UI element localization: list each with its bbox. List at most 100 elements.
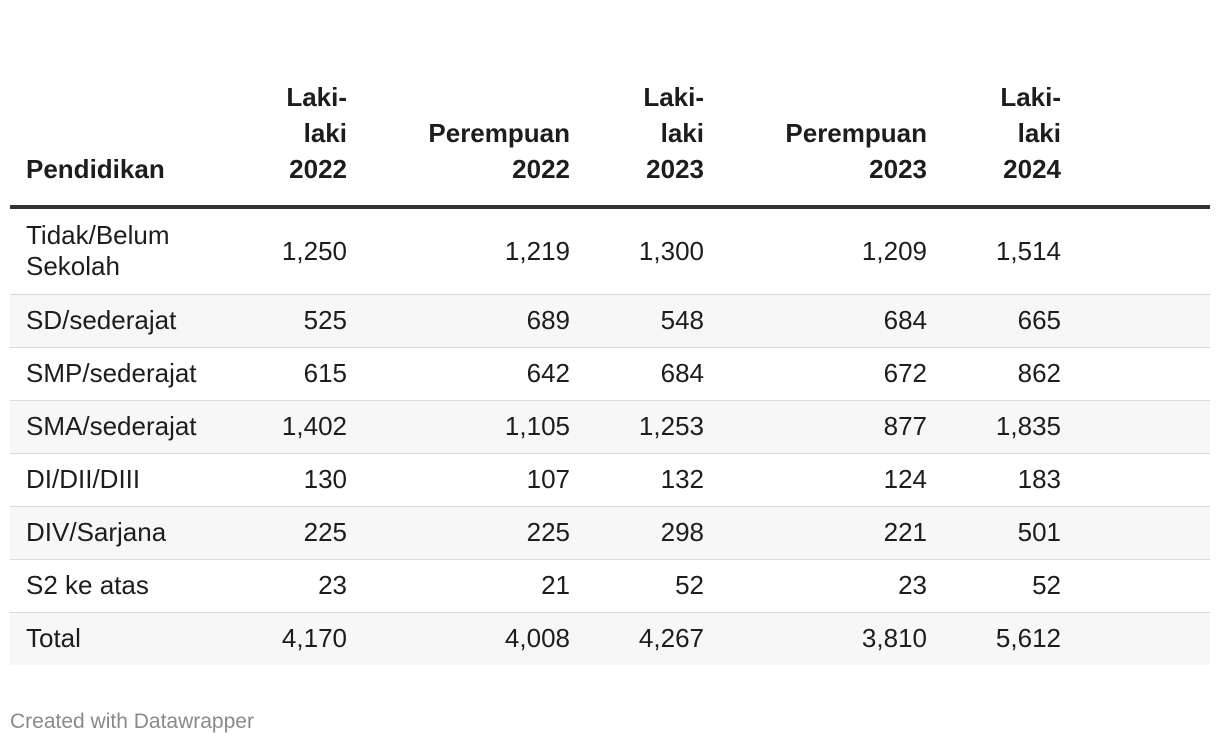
column-header-text: laki <box>303 118 347 148</box>
table-row: SMA/sederajat 1,402 1,105 1,253 877 1,835 <box>10 400 1210 454</box>
data-cell: 1,835 <box>943 400 1077 454</box>
data-cell: 4,170 <box>263 612 363 665</box>
data-cell: 1,300 <box>586 207 720 295</box>
column-header-0[interactable]: Pendidikan <box>10 0 263 209</box>
data-cell: 672 <box>720 347 943 401</box>
data-cell: 862 <box>943 347 1077 401</box>
data-cell: 4,267 <box>586 612 720 665</box>
row-label-text: S2 ke atas <box>26 570 149 600</box>
table-body: Tidak/Belum Sekolah 1,250 1,219 1,300 1,209 1,… <box>10 207 1210 665</box>
column-header-text: 2022 <box>512 154 570 184</box>
row-label: SMA/sederajat <box>10 400 263 454</box>
data-cell: 877 <box>720 400 943 454</box>
data-cell: 52 <box>943 559 1077 613</box>
data-cell <box>1077 506 1210 560</box>
data-cell: 124 <box>720 453 943 507</box>
data-cell <box>1077 612 1210 665</box>
header-row: Pendidikan Laki-laki 2022 Perempuan 2022 Laki… <box>10 0 1210 209</box>
data-cell: 107 <box>363 453 586 507</box>
column-header-text: Laki- <box>286 82 347 112</box>
column-header-3[interactable]: Laki-laki 2023 <box>586 0 720 209</box>
data-cell: 221 <box>720 506 943 560</box>
data-cell: 615 <box>263 347 363 401</box>
data-cell: 21 <box>363 559 586 613</box>
row-label: Tidak/Belum Sekolah <box>10 207 263 295</box>
column-header-1[interactable]: Laki-laki 2022 <box>263 0 363 209</box>
row-label-text: Sekolah <box>26 251 120 282</box>
column-header-text: Perempuan <box>428 118 570 148</box>
column-header-text: Peremp <box>1077 151 1210 187</box>
column-header-text: 2023 <box>869 154 927 184</box>
data-cell <box>1077 453 1210 507</box>
data-cell: 684 <box>720 294 943 348</box>
datawrapper-credit[interactable]: Created with Datawrapper <box>10 710 254 733</box>
data-cell: 5,612 <box>943 612 1077 665</box>
data-cell <box>1077 347 1210 401</box>
data-cell: 1,250 <box>263 207 363 295</box>
table-row: Total 4,170 4,008 4,267 3,810 5,612 <box>10 612 1210 665</box>
column-header-text: 2024 <box>1003 154 1061 184</box>
data-cell: 1,219 <box>363 207 586 295</box>
table-row: SMP/sederajat 615 642 684 672 862 <box>10 347 1210 401</box>
row-label-text: SD/sederajat <box>26 305 177 335</box>
table-row: S2 ke atas 23 21 52 23 52 <box>10 559 1210 613</box>
column-header-text: Laki- <box>643 82 704 112</box>
row-label-text: Tidak/Belum <box>26 220 170 251</box>
data-cell <box>1077 559 1210 613</box>
data-cell: 183 <box>943 453 1077 507</box>
data-cell: 548 <box>586 294 720 348</box>
column-header-text: laki <box>1017 118 1061 148</box>
column-header-6[interactable]: Peremp <box>1077 0 1210 209</box>
column-header-text: 2022 <box>289 154 347 184</box>
data-cell: 23 <box>263 559 363 613</box>
row-label: DI/DII/DIII <box>10 453 263 507</box>
table-row: SD/sederajat 525 689 548 684 665 <box>10 294 1210 348</box>
row-label-text: Total <box>26 623 81 654</box>
row-label: SD/sederajat <box>10 294 263 348</box>
table-row: DI/DII/DIII 130 107 132 124 183 <box>10 453 1210 507</box>
table-row: Tidak/Belum Sekolah 1,250 1,219 1,300 1,209 1,… <box>10 207 1210 295</box>
column-header-text: Perempuan <box>785 118 927 148</box>
data-cell: 642 <box>363 347 586 401</box>
data-cell: 132 <box>586 453 720 507</box>
column-header-5[interactable]: Laki-laki 2024 <box>943 0 1077 209</box>
table-header: Pendidikan Laki-laki 2022 Perempuan 2022 Laki… <box>10 0 1210 209</box>
data-cell: 1,105 <box>363 400 586 454</box>
data-cell: 684 <box>586 347 720 401</box>
data-cell: 689 <box>363 294 586 348</box>
row-label: Total <box>10 612 263 665</box>
column-header-4[interactable]: Perempuan 2023 <box>720 0 943 209</box>
data-cell: 298 <box>586 506 720 560</box>
data-cell: 225 <box>363 506 586 560</box>
data-cell: 1,514 <box>943 207 1077 295</box>
data-cell <box>1077 294 1210 348</box>
row-label-text: DIV/Sarjana <box>26 517 167 547</box>
data-cell: 1,209 <box>720 207 943 295</box>
data-cell: 1,402 <box>263 400 363 454</box>
row-label-text: SMP/sederajat <box>26 358 197 388</box>
data-cell: 23 <box>720 559 943 613</box>
table-row: DIV/Sarjana 225 225 298 221 501 <box>10 506 1210 560</box>
data-cell: 3,810 <box>720 612 943 665</box>
row-label: DIV/Sarjana <box>10 506 263 560</box>
data-cell <box>1077 400 1210 454</box>
row-label-text: SMA/sederajat <box>26 411 197 441</box>
row-label: S2 ke atas <box>10 559 263 613</box>
column-header-text: laki <box>660 118 704 148</box>
data-cell: 130 <box>263 453 363 507</box>
data-cell: 525 <box>263 294 363 348</box>
data-cell: 1,253 <box>586 400 720 454</box>
data-cell: 52 <box>586 559 720 613</box>
data-table: Pendidikan Laki-laki 2022 Perempuan 2022 Laki… <box>10 0 1210 665</box>
data-cell: 225 <box>263 506 363 560</box>
row-label: SMP/sederajat <box>10 347 263 401</box>
column-header-text: Pendidikan <box>26 154 165 184</box>
data-table-container: Pendidikan Laki-laki 2022 Perempuan 2022 Laki… <box>10 0 1210 690</box>
data-cell <box>1077 207 1210 295</box>
data-cell: 501 <box>943 506 1077 560</box>
data-cell: 665 <box>943 294 1077 348</box>
column-header-2[interactable]: Perempuan 2022 <box>363 0 586 209</box>
column-header-text: Laki- <box>1000 82 1061 112</box>
data-cell: 4,008 <box>363 612 586 665</box>
row-label-text: DI/DII/DIII <box>26 464 141 494</box>
